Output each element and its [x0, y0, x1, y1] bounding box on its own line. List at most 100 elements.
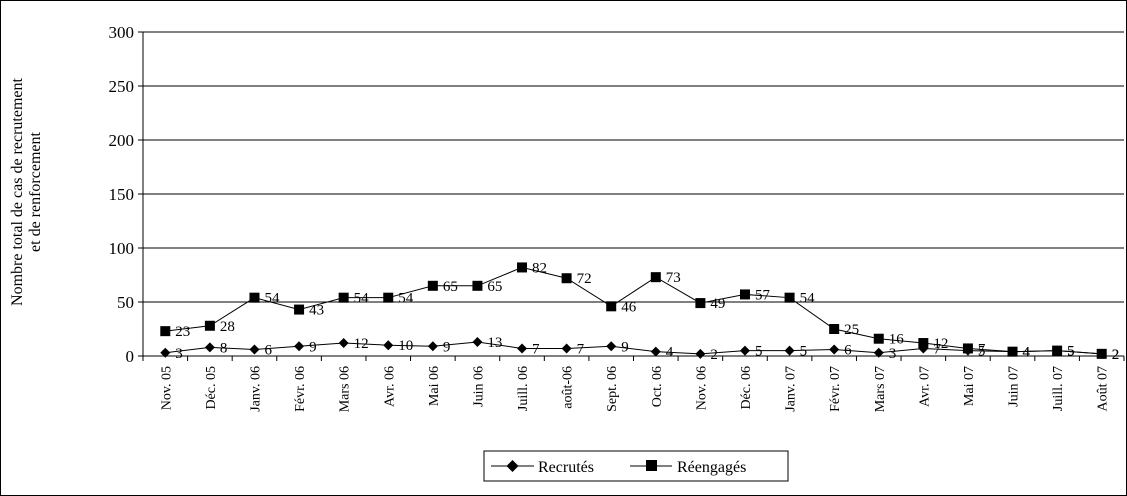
data-label-reengages: 5 [1067, 344, 1075, 360]
data-label-reengages: 82 [532, 260, 547, 276]
y-tick-label: 300 [109, 23, 135, 42]
data-label-recrutes: 4 [1023, 345, 1031, 361]
data-point-reengages [606, 301, 617, 312]
data-point-reengages [338, 292, 349, 303]
data-label-recrutes: 9 [443, 339, 451, 355]
data-point-recrutes [383, 340, 394, 351]
x-tick-label: août-06 [561, 366, 576, 409]
data-label-reengages: 43 [309, 303, 324, 319]
data-label-recrutes: 9 [621, 339, 629, 355]
data-label-reengages: 25 [844, 322, 859, 338]
data-label-recrutes: 13 [487, 335, 502, 351]
x-tick-label: Juill. 06 [516, 366, 531, 411]
data-point-recrutes [517, 343, 528, 354]
data-point-reengages [160, 326, 171, 337]
data-label-recrutes: 7 [532, 341, 540, 357]
data-label-recrutes: 10 [398, 338, 413, 354]
data-label-recrutes: 2 [1112, 347, 1120, 363]
data-label-reengages: 57 [755, 287, 771, 303]
data-label-recrutes: 6 [264, 343, 272, 359]
data-point-recrutes [739, 345, 750, 356]
data-label-recrutes: 2 [710, 347, 718, 363]
data-point-recrutes [472, 336, 483, 347]
x-tick-label: Avr. 06 [382, 366, 397, 407]
y-tick-label: 250 [109, 77, 135, 96]
data-point-reengages [873, 333, 884, 344]
data-label-reengages: 54 [264, 291, 280, 307]
data-point-reengages [784, 292, 795, 303]
data-point-reengages [918, 338, 929, 349]
data-label-reengages: 72 [577, 271, 592, 287]
data-label-reengages: 46 [621, 299, 637, 315]
series-line-recrutes [165, 341, 1102, 355]
data-label-reengages: 7 [978, 341, 986, 357]
data-label-reengages: 12 [933, 336, 948, 352]
y-tick-label: 150 [109, 185, 135, 204]
data-point-recrutes [249, 344, 260, 355]
y-tick-label: 100 [109, 239, 135, 258]
data-label-reengages: 16 [889, 332, 905, 348]
y-axis-label-line1: Nombre total de cas de recrutement [9, 78, 26, 306]
data-label-recrutes: 5 [1067, 344, 1075, 360]
data-label-reengages: 2 [1112, 347, 1120, 363]
x-tick-label: Juill. 07 [1051, 366, 1066, 411]
data-point-reengages [383, 292, 394, 303]
x-tick-label: Janv. 07 [784, 366, 799, 412]
legend: Recrutés Réengagés [483, 450, 789, 482]
data-label-recrutes: 9 [309, 339, 317, 355]
x-tick-label: Févr. 06 [293, 366, 308, 412]
data-label-recrutes: 3 [175, 346, 183, 362]
legend-label-reengages: Réengagés [677, 459, 746, 476]
data-label-reengages: 54 [354, 291, 370, 307]
data-label-recrutes: 5 [978, 344, 986, 360]
data-point-reengages [249, 292, 260, 303]
data-point-reengages [650, 272, 661, 283]
data-point-reengages [561, 273, 572, 284]
data-point-reengages [204, 320, 215, 331]
x-tick-label: Févr. 07 [828, 366, 843, 412]
data-point-reengages [1052, 345, 1063, 356]
data-label-reengages: 54 [800, 291, 816, 307]
x-tick-label: Oct. 06 [650, 366, 665, 407]
data-point-recrutes [873, 347, 884, 358]
data-point-recrutes [695, 348, 706, 359]
data-point-recrutes [784, 345, 795, 356]
data-label-recrutes: 5 [800, 344, 808, 360]
data-label-recrutes: 4 [666, 345, 674, 361]
data-label-reengages: 49 [710, 296, 725, 312]
data-label-recrutes: 6 [844, 343, 852, 359]
x-tick-label: Janv. 06 [248, 366, 263, 412]
y-tick-label: 0 [126, 347, 135, 366]
x-tick-label: Juin 07 [1007, 366, 1022, 407]
data-point-reengages [427, 280, 438, 291]
data-point-reengages [829, 324, 840, 334]
data-label-reengages: 73 [666, 270, 681, 286]
data-label-recrutes: 7 [933, 341, 941, 357]
x-tick-label: Mars 06 [338, 366, 353, 412]
y-tick-label: 200 [109, 131, 135, 150]
data-point-reengages [517, 262, 528, 273]
data-label-recrutes: 3 [889, 346, 897, 362]
x-tick-label: Déc. 06 [739, 366, 754, 410]
data-label-reengages: 65 [443, 279, 458, 295]
x-tick-label: Sept. 06 [605, 366, 620, 412]
data-point-recrutes [160, 347, 171, 358]
x-tick-label: Mars 07 [873, 366, 888, 412]
data-point-reengages [294, 304, 305, 315]
data-label-recrutes: 12 [354, 336, 369, 352]
data-point-recrutes [561, 343, 572, 354]
data-label-reengages: 54 [398, 291, 414, 307]
data-point-recrutes [338, 338, 349, 349]
x-tick-label: Nov. 05 [159, 366, 174, 410]
data-label-reengages: 23 [175, 324, 190, 340]
data-point-reengages [472, 280, 483, 291]
x-tick-label: Juin 06 [471, 366, 486, 407]
x-tick-label: Mai 07 [962, 366, 977, 406]
data-point-recrutes [294, 341, 305, 352]
x-tick-label: Nov. 06 [694, 366, 709, 410]
data-point-reengages [739, 289, 750, 300]
x-tick-label: Août 07 [1096, 366, 1111, 412]
x-tick-label: Déc. 05 [204, 366, 219, 410]
data-point-recrutes [427, 341, 438, 352]
